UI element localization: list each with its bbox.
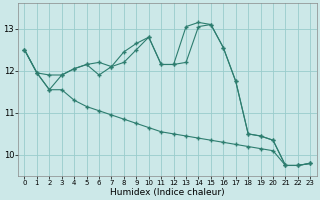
X-axis label: Humidex (Indice chaleur): Humidex (Indice chaleur) [110, 188, 225, 197]
